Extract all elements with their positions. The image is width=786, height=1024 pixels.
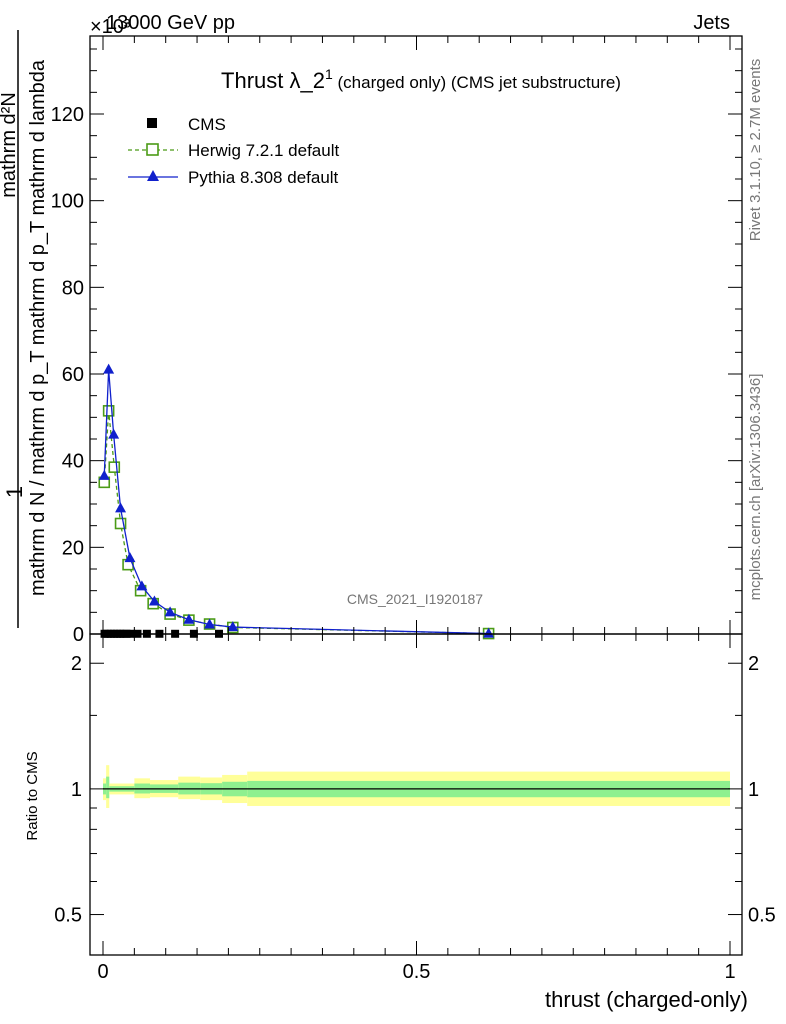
ratio-ytick-label-left-0: 0.5 (54, 905, 82, 927)
point-herwig-1 (102, 405, 115, 417)
ratio-ytick-label-right-2: 2 (748, 653, 759, 675)
ratio-ytick-label-right-0: 0.5 (748, 905, 776, 927)
plot-title-sup: 1 (325, 66, 333, 82)
legend: CMS Herwig 7.2.1 default Pythia 8.308 de… (128, 115, 339, 187)
plot-title-main: Thrust λ_2 (221, 68, 325, 93)
main-ytick-label-2: 40 (62, 451, 84, 473)
watermark: CMS_2021_I1920187 (347, 591, 483, 607)
main-ytick-label-0: 0 (73, 624, 84, 646)
legend-pythia-marker (147, 170, 159, 181)
ylabel-numerator: mathrm d²N (0, 92, 20, 198)
point-herwig-2 (108, 461, 121, 473)
main-ytick-label-6: 120 (51, 104, 84, 126)
legend-pythia-label: Pythia 8.308 default (188, 168, 339, 187)
ratio-ytick-label-right-1: 1 (748, 779, 759, 801)
main-ytick-label-5: 100 (51, 191, 84, 213)
legend-herwig-label: Herwig 7.2.1 default (188, 141, 339, 160)
plot-title: Thrust λ_21 (charged only) (CMS jet subs… (221, 66, 621, 93)
ratio-band-green-1 (106, 776, 110, 799)
xtick-label-0: 0 (97, 961, 108, 983)
point-pythia-0 (98, 469, 110, 480)
mcplots-label: mcplots.cern.ch [arXiv:1306.3436] (747, 374, 764, 601)
rivet-label: Rivet 3.1.10, ≥ 2.7M events (747, 59, 764, 242)
point-pythia-6 (148, 595, 160, 606)
exponent-label: ×10³ (90, 16, 131, 38)
ratio-bands (103, 765, 730, 808)
point-pythia-9 (204, 618, 216, 629)
axes-layer: 0 20 40 60 80 100 120 0 0.5 1 0.5 0.5 1 1 2 2 (51, 35, 776, 983)
point-pythia-8 (183, 613, 195, 624)
xtick-label-1: 0.5 (403, 961, 431, 983)
main-ytick-label-1: 20 (62, 537, 84, 559)
point-pythia-1 (103, 363, 115, 374)
xlabel: thrust (charged-only) (545, 987, 748, 1012)
main-ytick-label-3: 60 (62, 364, 84, 386)
plot-title-suffix: (charged only) (CMS jet substructure) (333, 73, 621, 92)
legend-cms-label: CMS (188, 115, 226, 134)
point-pythia-4 (124, 552, 136, 563)
point-pythia-2 (108, 428, 120, 439)
point-pythia-7 (164, 606, 176, 617)
ratio-ytick-label-left-2: 2 (71, 653, 82, 675)
legend-cms-marker (147, 118, 157, 128)
ylabel-one: 1 (2, 486, 27, 498)
point-pythia-11 (483, 627, 495, 638)
process-label: Jets (693, 12, 730, 34)
ratio-ylabel: Ratio to CMS (24, 751, 41, 840)
ratio-ytick-label-left-1: 1 (71, 779, 82, 801)
series-line-pythia (103, 369, 489, 635)
ylabel-denominator: mathrm d N / mathrm d p_T mathrm d p_T m… (27, 59, 49, 596)
point-pythia-10 (227, 621, 239, 632)
energy-label: 13000 GeV pp (106, 12, 235, 34)
point-pythia-5 (136, 580, 148, 591)
point-pythia-3 (115, 502, 127, 513)
xtick-label-2: 1 (724, 961, 735, 983)
main-ytick-label-4: 80 (62, 277, 84, 299)
point-herwig-3 (114, 517, 127, 530)
main-ylabel: 1 mathrm d²N mathrm d N / mathrm d p_T m… (0, 30, 49, 628)
legend-herwig-marker (146, 143, 159, 156)
